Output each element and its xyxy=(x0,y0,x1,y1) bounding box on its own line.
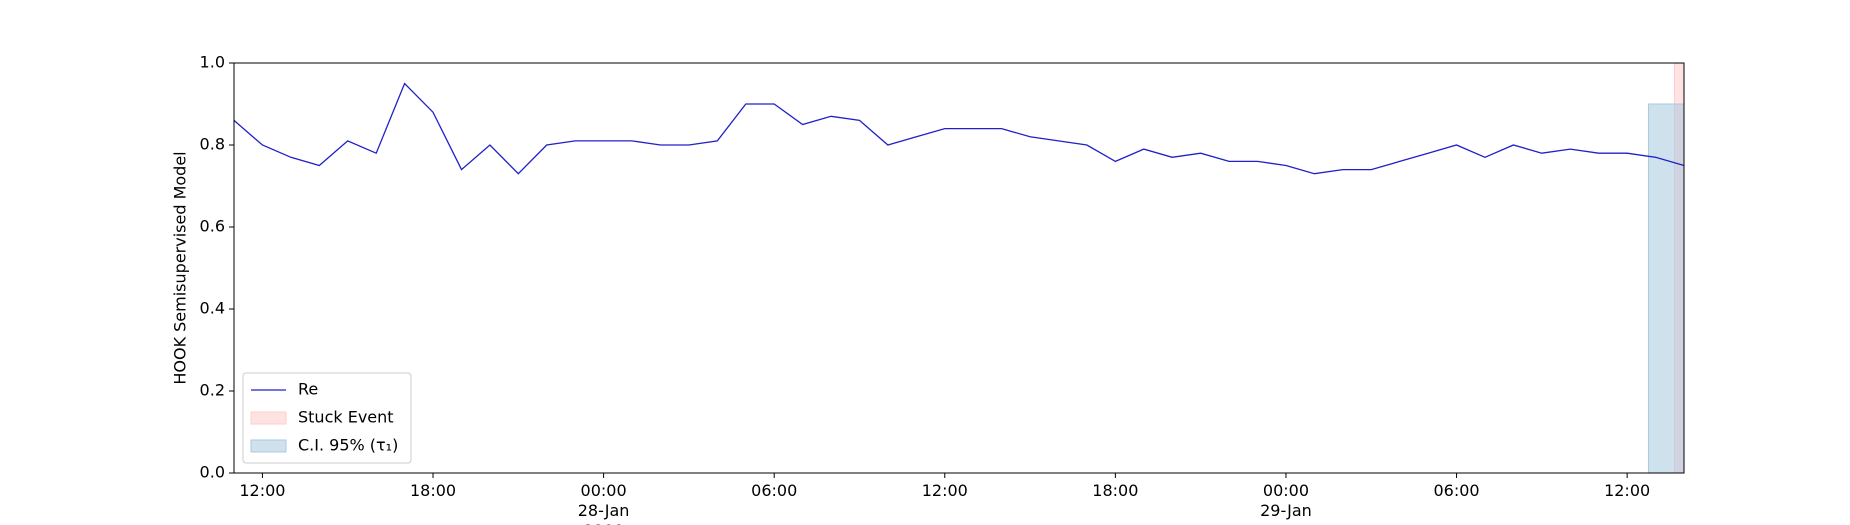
x-tick-label: 06:00 xyxy=(1433,481,1480,500)
legend-swatch xyxy=(250,411,287,425)
legend-label: Re xyxy=(298,380,318,399)
x-tick-label: 06:00 xyxy=(751,481,798,500)
y-axis-label: HOOK Semisupervised Model xyxy=(171,151,190,384)
x-tick-label: 18:00 xyxy=(409,481,457,500)
x-tick-label: 18:00 xyxy=(1092,481,1139,500)
x-tick-label: 12:00 xyxy=(921,481,968,500)
span-region xyxy=(1647,103,1685,474)
x-tick-label: 00:00 28-Jan 1900 xyxy=(577,481,630,525)
x-tick-label: 12:00 xyxy=(239,481,286,500)
x-tick-label: 00:00 29-Jan xyxy=(1260,481,1312,520)
legend-label: Stuck Event xyxy=(298,408,394,427)
y-tick-label: 0.8 xyxy=(200,135,225,154)
y-tick-label: 0.6 xyxy=(200,217,225,236)
data-line xyxy=(233,82,1685,175)
x-tick-label: 12:00 xyxy=(1604,481,1651,500)
y-tick-label: 0.0 xyxy=(200,463,225,482)
plot-frame xyxy=(233,62,1685,474)
y-tick-label: 1.0 xyxy=(200,53,225,72)
legend-swatch xyxy=(250,439,287,453)
y-tick-label: 0.4 xyxy=(200,299,225,318)
y-tick-label: 0.2 xyxy=(200,381,225,400)
legend-label: C.I. 95% (τ₁) xyxy=(298,436,398,455)
